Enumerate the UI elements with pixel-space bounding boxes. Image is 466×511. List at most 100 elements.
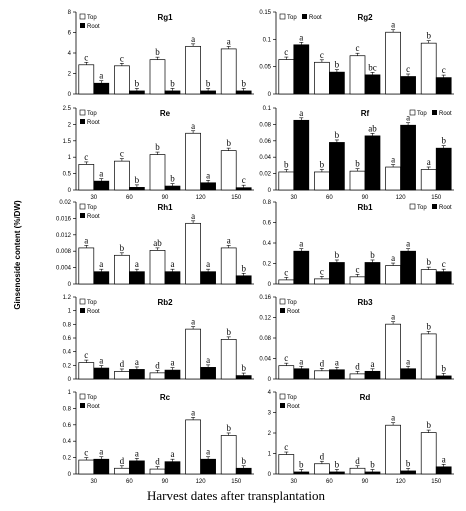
bar-root <box>293 119 310 191</box>
y-tick-label: 0.4 <box>63 439 72 445</box>
legend-label-top: Top <box>287 15 297 21</box>
legend-label-root: Root <box>439 111 452 117</box>
y-tick-label: 0 <box>68 188 72 194</box>
y-tick-label: 0.12 <box>259 316 271 322</box>
bar-top <box>149 154 166 191</box>
legend-swatch-top <box>279 13 286 20</box>
y-tick-label: 0.8 <box>63 406 72 412</box>
bar-root <box>129 90 145 95</box>
y-tick-label: 8 <box>68 10 72 16</box>
panel-title: Rg2 <box>357 13 373 22</box>
bar-top <box>278 171 295 191</box>
y-tick-label: 1 <box>68 309 72 315</box>
significance-letter: a <box>99 447 103 457</box>
y-tick-label: 0.6 <box>63 423 72 429</box>
bar-top <box>385 265 401 285</box>
significance-letter: a <box>99 71 103 81</box>
y-tick-label: 0.05 <box>259 65 271 71</box>
legend-label-top: Top <box>87 300 97 306</box>
significance-letter: a <box>171 358 175 368</box>
legend-swatch-top <box>79 13 86 20</box>
category-label: 90 <box>362 195 369 201</box>
y-tick-label: 0.06 <box>259 139 271 145</box>
bar-top <box>420 169 437 191</box>
significance-letter: d <box>355 456 360 466</box>
bar-root <box>164 369 181 380</box>
significance-letter: b <box>335 60 340 70</box>
y-tick-label: 0.6 <box>63 336 72 342</box>
y-tick-label: 0.04 <box>259 155 271 161</box>
y-tick-label: 0 <box>268 282 272 288</box>
bar-root <box>200 90 216 95</box>
significance-letter: a <box>191 121 195 131</box>
bar-top <box>220 48 237 95</box>
significance-letter: b <box>335 130 340 140</box>
bar-top <box>220 435 237 475</box>
legend-swatch-top <box>79 393 86 400</box>
category-label: 90 <box>162 479 169 485</box>
bar-root <box>293 44 310 95</box>
bar-top <box>420 269 437 285</box>
bar-top <box>149 372 166 380</box>
bar-top <box>385 31 401 95</box>
category-label: 150 <box>231 479 242 485</box>
significance-letter: b <box>335 459 340 469</box>
legend-swatch-root <box>280 403 285 408</box>
category-label: 150 <box>231 195 242 201</box>
legend-label-top: Top <box>87 395 97 401</box>
bar-root <box>93 82 110 95</box>
significance-letter: a <box>99 356 103 366</box>
significance-letter: a <box>391 312 395 322</box>
y-tick-label: 2.5 <box>63 106 72 112</box>
category-label: 60 <box>126 479 133 485</box>
panel-title: Rf <box>361 109 370 118</box>
y-tick-label: 4 <box>268 390 272 396</box>
category-label: 90 <box>362 479 369 485</box>
y-tick-label: 3 <box>268 411 272 417</box>
bar-root <box>293 471 310 475</box>
legend-swatch-top <box>279 298 286 305</box>
legend-swatch-root <box>80 403 85 408</box>
bar-root <box>364 262 381 285</box>
panel-title: Rd <box>360 393 371 402</box>
legend-swatch-top <box>79 298 86 305</box>
y-tick-label: 0 <box>268 377 272 383</box>
significance-letter: c <box>442 65 446 75</box>
bar-root <box>235 90 252 95</box>
category-label: 30 <box>290 479 297 485</box>
y-tick-label: 0.8 <box>63 322 72 328</box>
significance-letter: a <box>442 454 446 464</box>
significance-letter: c <box>406 64 410 74</box>
legend-label-top: Top <box>87 111 97 117</box>
significance-letter: c <box>320 50 324 60</box>
significance-letter: a <box>391 155 395 165</box>
significance-letter: a <box>135 259 139 269</box>
significance-letter: a <box>206 355 210 365</box>
significance-letter: b <box>441 136 446 146</box>
significance-letter: bc <box>368 62 377 72</box>
bar-root <box>200 367 216 380</box>
bar-top <box>114 254 130 285</box>
y-tick-label: 1 <box>68 155 72 161</box>
bar-root <box>329 142 345 191</box>
bar-root <box>200 182 216 191</box>
bar-root <box>235 375 252 380</box>
legend-label-root: Root <box>87 120 100 126</box>
panel-title: Re <box>160 109 171 118</box>
significance-letter: b <box>426 420 431 430</box>
bar-top <box>314 463 330 475</box>
category-label: 90 <box>162 195 169 201</box>
legend-swatch-root <box>302 14 307 19</box>
bar-top <box>385 166 401 191</box>
significance-letter: c <box>284 267 288 277</box>
bar-top <box>149 468 166 475</box>
legend-label-root: Root <box>309 15 322 21</box>
legend-label-root: Root <box>87 24 100 30</box>
y-tick-label: 2 <box>268 431 272 437</box>
significance-letter: d <box>320 451 325 461</box>
significance-letter: a <box>206 447 210 457</box>
category-label: 150 <box>431 479 442 485</box>
